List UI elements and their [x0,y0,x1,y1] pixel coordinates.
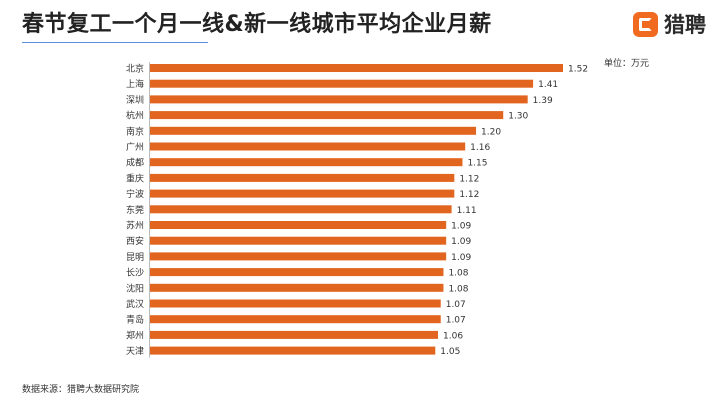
category-label: 深圳 [126,95,144,106]
unit-label: 单位：万元 [604,59,650,69]
category-label: 苏州 [126,220,144,232]
value-label: 1.16 [470,143,490,153]
value-label: 1.08 [448,269,468,279]
category-label: 武汉 [126,298,144,310]
bar [150,111,504,120]
bar [150,330,439,339]
category-label: 宁波 [126,188,144,200]
category-label: 东莞 [126,204,144,216]
category-label: 青岛 [126,314,144,326]
value-label: 1.12 [459,190,479,200]
bar [150,346,436,355]
category-label: 长沙 [126,267,144,279]
value-label: 1.41 [538,80,558,90]
value-label: 1.15 [467,159,487,169]
value-label: 1.09 [451,222,471,232]
category-label: 西安 [126,235,144,247]
data-source: 数据来源：猎聘大数据研究院 [22,385,140,395]
value-label: 1.07 [446,316,466,326]
value-label: 1.39 [533,96,553,106]
value-label: 1.30 [508,112,528,122]
category-label: 郑州 [126,329,144,341]
liepin-logo-icon [633,11,658,37]
category-label: 沈阳 [126,282,144,294]
bar [150,315,441,324]
value-label: 1.07 [446,300,466,310]
bar [150,95,528,104]
value-label: 1.05 [440,347,460,357]
bar [150,283,444,292]
bar [150,189,455,198]
bar [150,268,444,277]
category-label: 上海 [126,78,144,90]
bar [150,173,455,182]
value-label: 1.52 [568,65,588,75]
bar [150,79,534,88]
chart-title: 春节复工一个月一线&新一线城市平均企业月薪 [22,12,492,37]
bar [150,64,563,72]
category-label: 广州 [126,141,144,153]
value-label: 1.09 [451,253,471,263]
value-label: 1.06 [443,331,463,341]
value-label: 1.20 [481,127,501,137]
category-label: 北京 [126,63,144,75]
bar [150,252,447,261]
bar [150,158,463,167]
bar [150,126,477,135]
bar [150,236,447,245]
category-label: 重庆 [126,172,144,184]
value-label: 1.08 [448,284,468,294]
category-label: 南京 [126,125,144,137]
bar [150,299,441,308]
logo-text: 猎聘 [664,13,706,37]
value-label: 1.11 [457,206,477,216]
bar [150,205,452,214]
category-label: 昆明 [126,252,144,263]
bar [150,142,466,151]
bar [150,221,447,229]
category-label: 天津 [126,346,144,357]
value-label: 1.12 [459,174,479,184]
brand-logo: 猎聘 [633,9,706,39]
category-label: 成都 [126,157,144,169]
category-label: 杭州 [126,110,144,122]
title-underline [22,42,208,43]
value-label: 1.09 [451,237,471,247]
